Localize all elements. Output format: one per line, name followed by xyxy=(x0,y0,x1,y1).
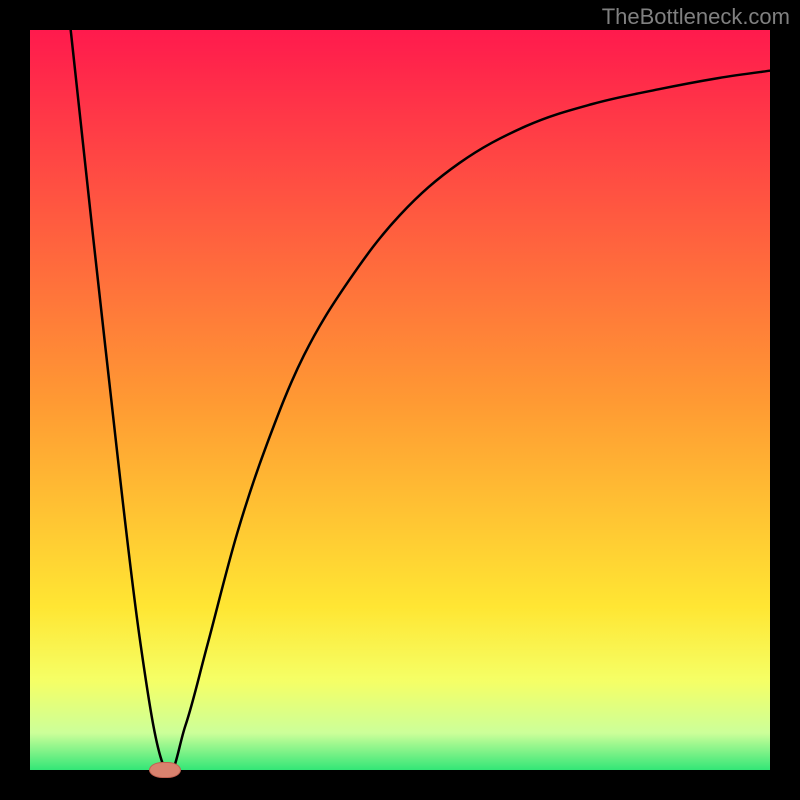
minimum-marker xyxy=(149,762,181,778)
plot-area xyxy=(30,30,770,770)
curve-svg xyxy=(30,30,770,770)
watermark-text: TheBottleneck.com xyxy=(602,4,790,30)
chart-container: TheBottleneck.com xyxy=(0,0,800,800)
curve-path xyxy=(71,30,770,774)
